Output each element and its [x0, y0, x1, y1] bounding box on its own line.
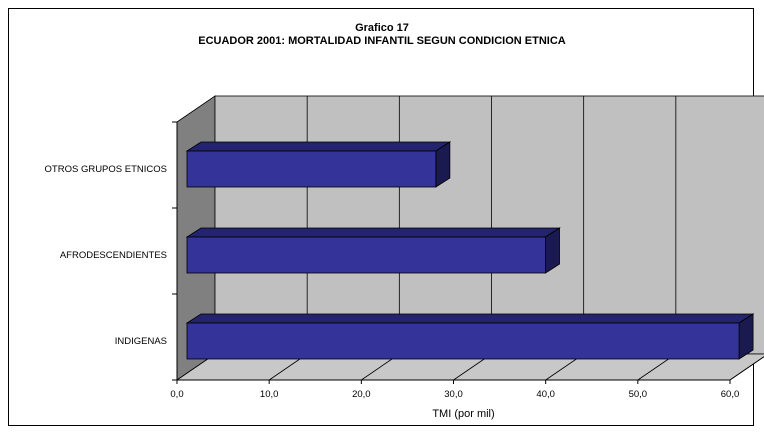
- bar-1: [186, 236, 546, 274]
- category-label: AFRODESCENDIENTES: [60, 250, 167, 261]
- bar-top-0: [185, 141, 452, 152]
- x-tick-label: 50,0: [629, 389, 648, 400]
- category-label: INDIGENAS: [115, 336, 167, 347]
- chart-title-block: Grafico 17 ECUADOR 2001: MORTALIDAD INFA…: [0, 22, 764, 48]
- bar-top-1: [185, 227, 561, 238]
- category-label: OTROS GRUPOS ETNICOS: [45, 164, 167, 175]
- chart-subtitle: ECUADOR 2001: MORTALIDAD INFANTIL SEGUN …: [198, 35, 566, 47]
- x-tick-label: 20,0: [352, 389, 371, 400]
- x-tick-label: 60,0: [721, 389, 740, 400]
- bar-0: [186, 150, 437, 188]
- chart-title: Grafico 17: [355, 22, 409, 34]
- x-tick-label: 0,0: [170, 389, 183, 400]
- bar-2: [186, 322, 740, 360]
- x-tick-label: 10,0: [260, 389, 279, 400]
- back-wall: [214, 95, 764, 355]
- x-tick-label: 40,0: [536, 389, 555, 400]
- x-axis-label: TMI (por mil): [432, 408, 494, 420]
- x-tick-label: 30,0: [444, 389, 463, 400]
- gridline-floor: [729, 356, 764, 381]
- bar-top-2: [185, 313, 755, 324]
